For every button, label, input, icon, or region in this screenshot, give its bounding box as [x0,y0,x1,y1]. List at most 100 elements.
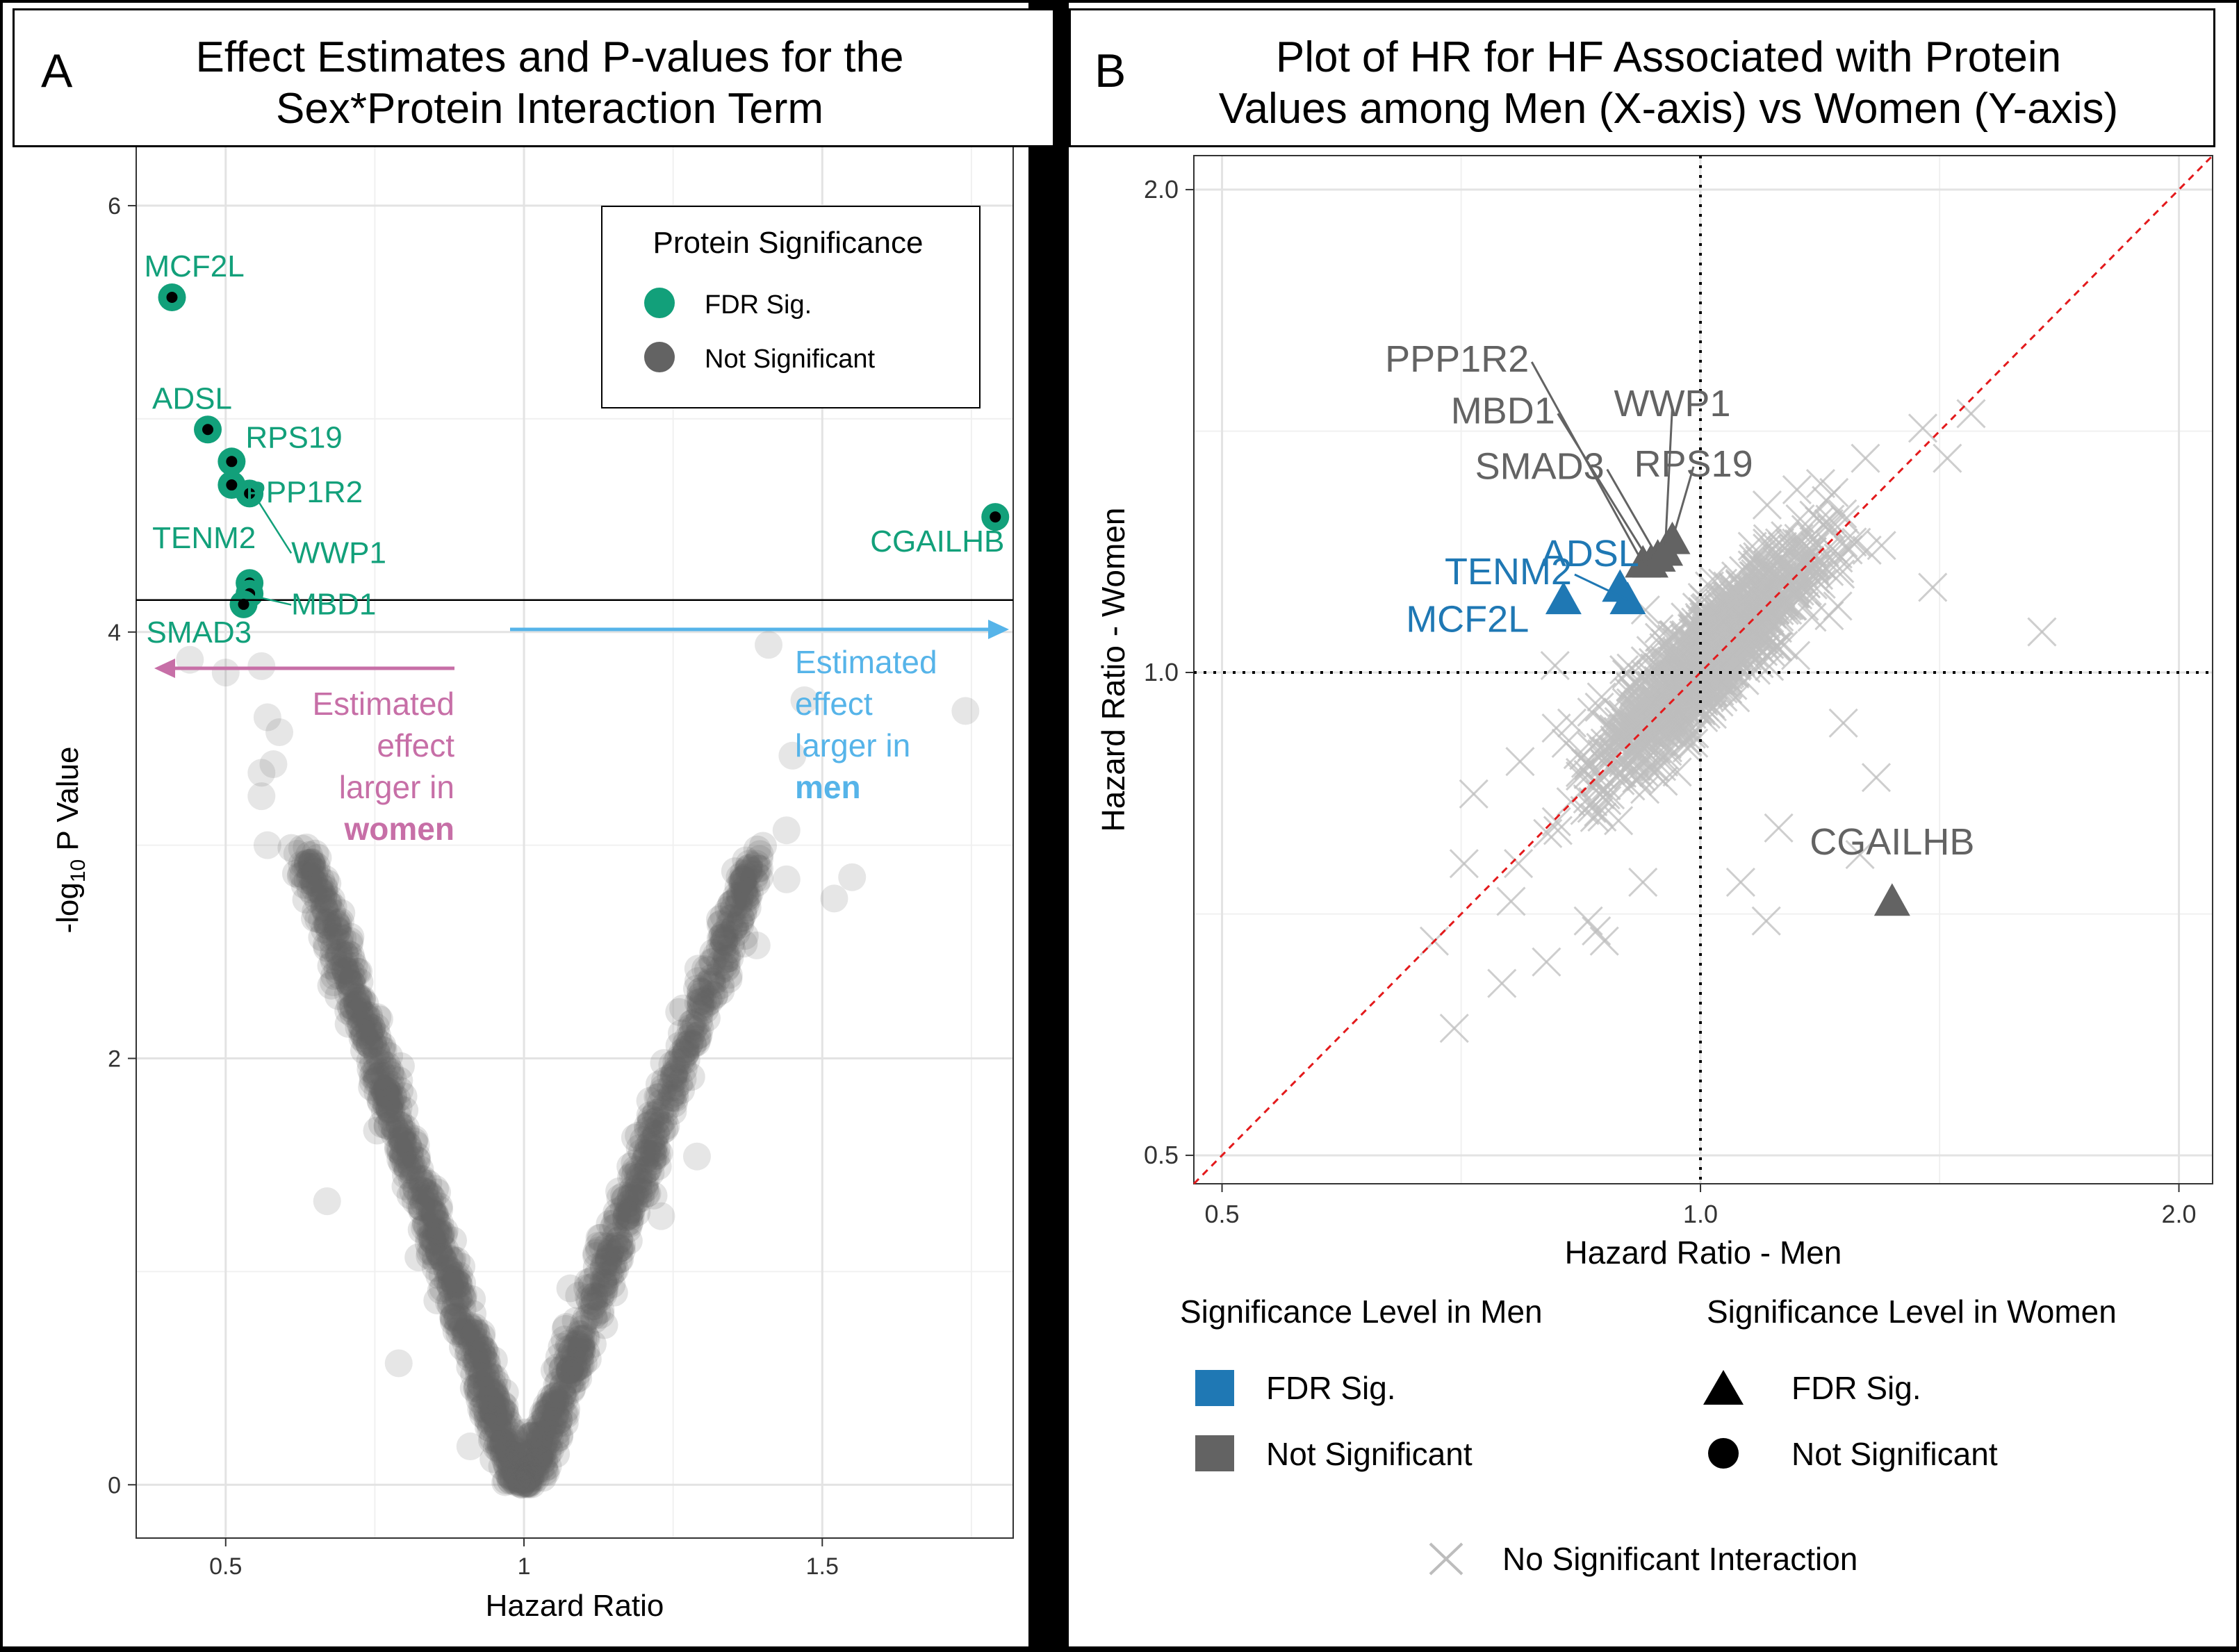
label-wwp1: WWP1 [1614,383,1730,424]
ns-point [383,1118,411,1147]
ns-point [402,1146,431,1174]
ns-point [499,1431,527,1460]
ns-point [594,1244,623,1273]
ns-point [684,1021,713,1049]
ns-point [428,1243,457,1271]
ns-point [477,1426,506,1454]
no-interaction-point [1823,539,1853,569]
ns-point [352,1000,381,1029]
ns-point [479,1398,508,1427]
ns-point [309,883,338,911]
ns-point [444,1283,473,1312]
ns-point [374,1083,402,1112]
ns-point [498,1434,526,1462]
legend-women-ns-dot [1708,1438,1739,1469]
ns-point [482,1392,510,1421]
ns-point [536,1437,564,1465]
ns-point [313,869,342,898]
no-interaction-point [1716,620,1746,650]
ns-point [436,1271,464,1299]
no-interaction-point [1628,867,1658,897]
ns-point [366,1062,394,1090]
ns-point [397,1165,426,1193]
ns-point [735,854,764,882]
ns-point [595,1259,623,1287]
ns-point [418,1198,446,1226]
ns-point [540,1356,568,1385]
ns-point [473,1349,502,1378]
ns-point [536,1426,564,1454]
ns-point [322,914,350,943]
no-interaction-point [1745,581,1775,611]
ns-point [441,1272,470,1300]
ns-point [730,930,758,958]
ns-point [641,1141,669,1170]
ns-point [524,1426,552,1454]
ns-point [373,1051,402,1080]
ns-point [247,652,276,680]
ns-point [313,911,341,940]
ns-point [648,1116,676,1145]
ns-point [746,854,774,883]
no-interaction-point [1652,729,1682,759]
ns-point [516,1464,545,1493]
ns-point [350,1021,378,1050]
ns-point [599,1214,628,1242]
ns-point [313,934,341,962]
ns-point [505,1430,533,1458]
ns-point [446,1305,475,1333]
ns-point [452,1315,481,1344]
ns-point [302,852,331,881]
ns-point [493,1451,521,1479]
ns-point [356,1022,384,1050]
ns-point [211,659,240,687]
ns-point [555,1329,583,1357]
no-interaction-point [1753,524,1782,554]
ns-point [460,1325,489,1353]
ns-point [694,984,722,1013]
ns-point [334,980,362,1008]
legend-fdr-label: FDR Sig. [705,290,812,320]
ns-point [490,1433,518,1462]
ns-point [516,1461,544,1489]
ns-point [435,1264,464,1293]
ns-point [348,1024,377,1052]
ns-point [499,1463,527,1492]
legend-women-title: Significance Level in Women [1707,1294,2117,1330]
ns-point [523,1446,551,1474]
ns-point [514,1469,542,1498]
no-interaction-point [1956,399,1986,429]
ns-point [615,1209,643,1238]
ns-point [623,1163,652,1191]
ns-point [385,1111,413,1139]
ns-point [420,1199,448,1228]
ns-point [388,1127,416,1155]
ns-point [317,971,345,1000]
ns-point [612,1209,640,1238]
ns-point [426,1220,454,1248]
ns-point [568,1337,596,1366]
ns-point [707,977,735,1005]
ns-point [368,1050,397,1078]
ns-point [665,998,694,1026]
ns-point [558,1337,587,1366]
ns-point [297,861,325,890]
ns-point [427,1244,456,1272]
ns-point [472,1360,500,1388]
no-interaction-point [1582,916,1611,946]
ns-point [742,850,771,878]
ns-point [418,1211,447,1239]
ns-point [820,884,848,913]
ns-point [418,1200,446,1228]
ns-point [371,1078,400,1107]
ns-point [293,866,322,895]
ns-point [415,1223,443,1251]
ns-point [719,889,748,917]
ns-point [338,992,367,1021]
no-interaction-point [1845,840,1875,870]
ns-point [650,1115,679,1143]
ns-point [525,1439,554,1468]
ns-point [293,852,322,880]
ns-point [372,1081,401,1109]
ns-point [726,882,755,911]
